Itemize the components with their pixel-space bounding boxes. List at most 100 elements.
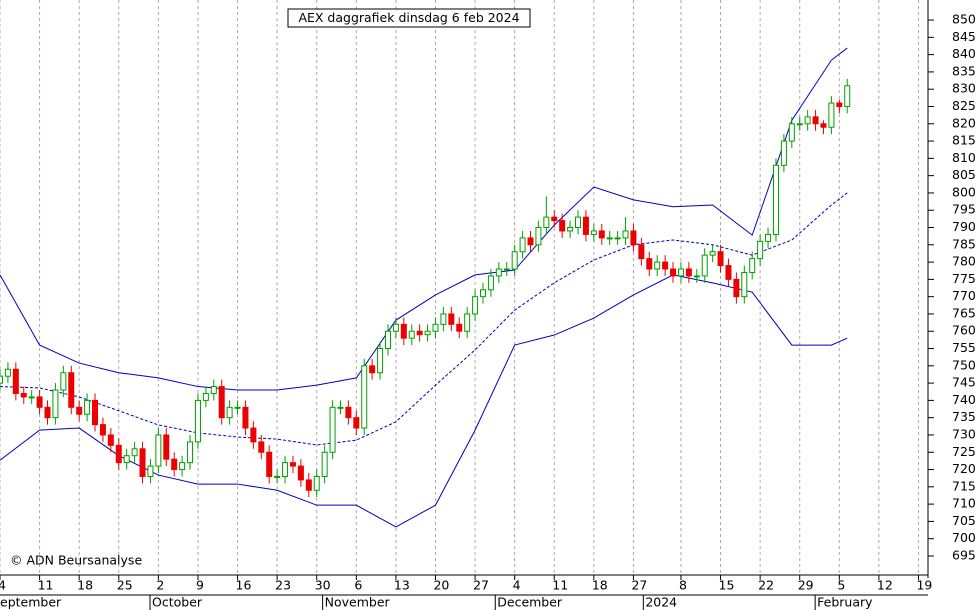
candle-body — [99, 424, 106, 436]
x-tick-label: 8 — [679, 578, 687, 593]
y-tick-label: 845 — [952, 29, 976, 44]
candle-body — [68, 372, 75, 408]
candle-body — [559, 220, 566, 232]
candle-body — [590, 230, 597, 235]
candle-body — [28, 396, 35, 399]
candle-body — [448, 313, 455, 325]
candle-body — [780, 140, 787, 166]
y-tick-label: 745 — [952, 375, 976, 390]
y-tick-label: 765 — [952, 305, 976, 320]
candle-body — [4, 368, 11, 377]
candle-body — [321, 451, 328, 477]
copyright: © ADN Beursanalyse — [10, 553, 142, 568]
x-tick-label: 2 — [156, 578, 164, 593]
candle-body — [12, 368, 19, 394]
candle-body — [820, 123, 827, 128]
x-tick-label: 29 — [798, 578, 814, 593]
candle-body — [139, 448, 146, 477]
candle-body — [701, 254, 708, 277]
x-tick-label: 20 — [433, 578, 449, 593]
y-tick-label: 750 — [952, 357, 976, 372]
candle-body — [741, 271, 748, 298]
candle-body — [614, 237, 621, 240]
candle-body — [210, 386, 217, 394]
candle-body — [630, 230, 637, 246]
y-tick-label: 730 — [952, 426, 976, 441]
candle-body — [163, 434, 170, 460]
candle-body — [179, 462, 186, 471]
candle-body — [733, 278, 740, 298]
candle-body — [313, 475, 320, 491]
y-tick-label: 815 — [952, 133, 976, 148]
candle-body — [44, 406, 51, 419]
candle-body — [765, 233, 772, 242]
chart-title: AEX daggrafiek dinsdag 6 feb 2024 — [298, 10, 519, 25]
candle-body — [353, 417, 360, 429]
candle-body — [234, 406, 241, 409]
candle-body — [567, 227, 574, 232]
candle-body — [796, 123, 803, 126]
candle-body — [369, 365, 376, 374]
axes: 6957007057107157207257307357407457507557… — [0, 12, 976, 610]
y-tick-label: 825 — [952, 98, 976, 113]
y-tick-label: 760 — [952, 323, 976, 338]
candle-body — [598, 230, 605, 239]
band-middle — [0, 192, 848, 446]
y-tick-label: 795 — [952, 202, 976, 217]
candle-body — [646, 258, 653, 270]
month-label: February — [817, 595, 873, 610]
candle-body — [20, 392, 27, 398]
y-tick-label: 805 — [952, 167, 976, 182]
x-tick-label: 22 — [758, 578, 774, 593]
y-tick-label: 835 — [952, 63, 976, 78]
candle-body — [171, 458, 178, 471]
y-tick-label: 720 — [952, 461, 976, 476]
x-tick-label: 27 — [473, 578, 489, 593]
month-label: November — [325, 595, 391, 610]
candle-body — [337, 406, 344, 409]
candle-body — [677, 268, 684, 277]
candle-body — [218, 386, 225, 419]
candle-body — [305, 479, 312, 491]
y-tick-label: 740 — [952, 392, 976, 407]
candle-body — [812, 116, 819, 125]
candle-body — [788, 123, 795, 142]
candle-body — [107, 434, 114, 446]
x-tick-label: 6 — [354, 578, 362, 593]
candle-body — [266, 451, 273, 477]
candle-body — [638, 244, 645, 260]
month-label: December — [497, 595, 563, 610]
candle-body — [123, 455, 130, 464]
x-tick-label: 15 — [719, 578, 735, 593]
candle-body — [361, 365, 368, 429]
candles — [0, 78, 851, 498]
candle-body — [60, 372, 67, 391]
candle-body — [543, 216, 550, 229]
x-tick-label: 11 — [552, 578, 568, 593]
candle-body — [92, 399, 99, 426]
candle-body — [329, 406, 336, 453]
candle-body — [749, 258, 756, 273]
candle-body — [693, 275, 700, 278]
candle-body — [622, 230, 629, 239]
candle-body — [464, 313, 471, 332]
candle-body — [250, 427, 257, 443]
candle-body — [377, 348, 384, 374]
y-tick-label: 820 — [952, 115, 976, 130]
candle-body — [155, 434, 162, 467]
candle-body — [289, 462, 296, 467]
candle-body — [670, 268, 677, 277]
y-tick-label: 800 — [952, 184, 976, 199]
y-tick-label: 695 — [952, 547, 976, 562]
x-tick-label: 30 — [315, 578, 331, 593]
candle-body — [472, 296, 479, 315]
candle-body — [527, 237, 534, 246]
candle-body — [274, 475, 281, 478]
x-tick-label: 12 — [877, 578, 893, 593]
x-tick-label: 18 — [77, 578, 93, 593]
candle-body — [551, 216, 558, 222]
candle-body — [685, 268, 692, 277]
candle-body — [84, 399, 91, 415]
candle-body — [345, 406, 352, 419]
candle-body — [432, 323, 439, 332]
